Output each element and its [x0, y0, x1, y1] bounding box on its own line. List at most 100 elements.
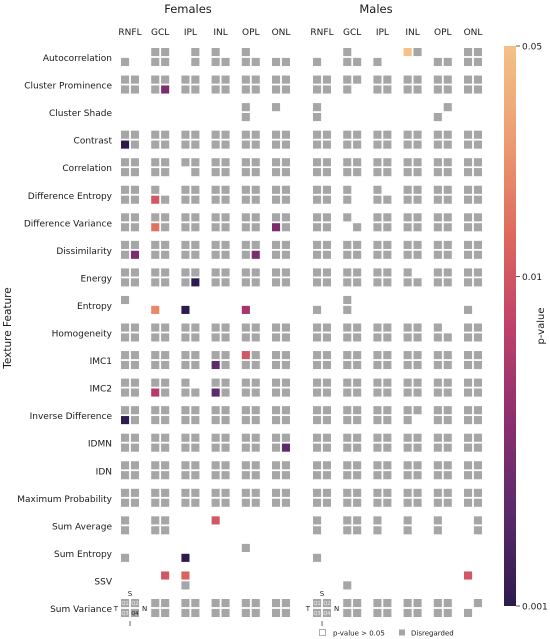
cell-females-onl-r20-q2: [281, 599, 290, 608]
cell-males-ipl-r11-q3: [373, 360, 382, 370]
cell-females-opl-r12-q3: [241, 388, 250, 397]
cell-males-opl-r0-q4: [443, 57, 452, 66]
cell-males-opl-r20-q3: [433, 608, 442, 617]
cell-females-rnfl-r20-q3: [121, 608, 130, 617]
row-label-idmn: IDMN: [88, 440, 112, 450]
row-label-correlation: Correlation: [62, 164, 112, 174]
colorbar-gradient: [504, 46, 516, 606]
cell-males-rnfl-r8-q3: [313, 278, 322, 287]
cell-males-opl-r5-q3: [433, 195, 442, 204]
cell-males-onl-r13-q1: [464, 406, 473, 415]
cell-females-inl-r20-q1: [211, 599, 220, 608]
cell-males-inl-r8-q1: [403, 268, 412, 277]
cell-males-ipl-r8-q4: [383, 278, 392, 287]
cell-females-ipl-r8-q2: [191, 268, 200, 277]
cell-females-opl-r6-q1: [241, 213, 250, 222]
cell-females-inl-r14-q2: [221, 433, 230, 442]
column-label-females-rnfl: RNFL: [118, 28, 141, 38]
cell-males-rnfl-r5-q2: [322, 185, 331, 194]
cell-males-rnfl-r4-q2: [322, 158, 331, 167]
quadrant-key-males-bottom: I: [321, 620, 323, 628]
cell-males-onl-r15-q2: [473, 461, 482, 470]
cell-females-ipl-r5-q4: [191, 195, 200, 204]
cell-females-opl-r1-q2: [251, 75, 260, 84]
cell-males-onl-r0-q4: [473, 57, 482, 66]
cell-males-opl-r3-q4: [443, 140, 452, 149]
row-label-cluster-shade: Cluster Shade: [49, 109, 112, 119]
cell-females-rnfl-r3-q4: [130, 140, 139, 149]
cell-females-inl-r8-q4: [221, 278, 230, 287]
cell-females-inl-r6-q1: [211, 213, 220, 222]
cell-females-opl-r7-q3: [241, 250, 250, 259]
cell-females-ipl-r18-q3: [181, 553, 190, 562]
cell-males-inl-r1-q1: [403, 75, 412, 84]
cell-females-ipl-r15-q1: [181, 461, 190, 470]
cell-females-onl-r1-q3: [272, 85, 281, 94]
cell-males-inl-r15-q4: [413, 471, 422, 480]
cell-females-gcl-r1-q4: [161, 85, 170, 94]
cell-males-ipl-r4-q3: [373, 168, 382, 177]
cell-females-opl-r16-q2: [251, 488, 260, 497]
cell-females-inl-r5-q3: [211, 195, 220, 204]
cell-males-inl-r3-q1: [403, 130, 412, 139]
cell-males-ipl-r5-q1: [373, 185, 382, 194]
row-label-imc1: IMC1: [90, 357, 112, 367]
cell-males-gcl-r13-q4: [353, 416, 362, 425]
cell-males-gcl-r19-q3: [343, 581, 352, 590]
cell-females-ipl-r10-q4: [191, 333, 200, 342]
cell-females-gcl-r11-q3: [151, 360, 160, 370]
cell-females-opl-r13-q1: [241, 406, 250, 415]
cell-females-rnfl-r3-q3: [121, 140, 130, 149]
cell-females-rnfl-r5-q4: [130, 195, 139, 204]
panel-title-males: Males: [359, 2, 392, 16]
cell-females-inl-r12-q3: [211, 388, 220, 397]
cell-males-onl-r10-q2: [473, 323, 482, 332]
cell-males-ipl-r13-q4: [383, 416, 392, 425]
cell-females-ipl-r12-q1: [181, 378, 190, 387]
cell-females-rnfl-r8-q3: [121, 278, 130, 287]
cell-females-opl-r15-q1: [241, 461, 250, 470]
cell-females-gcl-r0-q3: [151, 57, 160, 66]
cell-males-ipl-r6-q3: [373, 223, 382, 232]
cell-females-opl-r20-q1: [241, 599, 250, 608]
cell-females-ipl-r11-q1: [181, 351, 190, 360]
cell-males-opl-r0-q3: [433, 57, 442, 66]
cell-females-opl-r8-q3: [241, 278, 250, 287]
cell-females-gcl-r8-q3: [151, 278, 160, 287]
cell-males-gcl-r17-q4: [353, 526, 362, 535]
cell-males-onl-r11-q1: [464, 351, 473, 360]
cell-females-opl-r10-q2: [251, 323, 260, 332]
cell-females-gcl-r3-q1: [151, 130, 160, 139]
cell-males-onl-r20-q3: [464, 608, 473, 617]
cell-females-rnfl-r4-q2: [130, 158, 139, 167]
cell-females-opl-r14-q2: [251, 433, 260, 442]
cell-females-opl-r14-q4: [251, 443, 260, 452]
cell-females-onl-r1-q4: [281, 85, 290, 94]
cell-males-gcl-r10-q1: [343, 323, 352, 332]
cell-females-ipl-r20-q4: [191, 608, 200, 617]
cell-males-inl-r12-q1: [403, 378, 412, 387]
cell-females-rnfl-r10-q3: [121, 333, 130, 342]
cell-females-rnfl-r13-q4: [130, 416, 139, 425]
cell-males-gcl-r20-q1: [343, 599, 352, 608]
cell-females-gcl-r7-q2: [161, 240, 170, 249]
cell-females-gcl-r8-q4: [161, 278, 170, 287]
cell-females-gcl-r10-q1: [151, 323, 160, 332]
cell-females-rnfl-r1-q4: [130, 85, 139, 94]
cell-females-rnfl-r12-q4: [130, 388, 139, 397]
cell-females-gcl-r8-q1: [151, 268, 160, 277]
cell-females-ipl-r3-q4: [191, 140, 200, 149]
cell-females-inl-r15-q1: [211, 461, 220, 470]
cell-males-ipl-r6-q1: [373, 213, 382, 222]
cell-males-onl-r10-q4: [473, 333, 482, 342]
cell-males-ipl-r11-q4: [383, 360, 392, 370]
row-label-energy: Energy: [80, 274, 112, 284]
cell-males-rnfl-r10-q2: [322, 323, 331, 332]
cell-females-rnfl-r0-q3: [121, 57, 130, 66]
cell-males-inl-r12-q2: [413, 378, 422, 387]
cell-females-gcl-r0-q2: [161, 48, 170, 57]
cell-females-opl-r11-q3: [241, 360, 250, 370]
cell-males-rnfl-r14-q4: [322, 443, 331, 452]
cell-females-opl-r5-q3: [241, 195, 250, 204]
